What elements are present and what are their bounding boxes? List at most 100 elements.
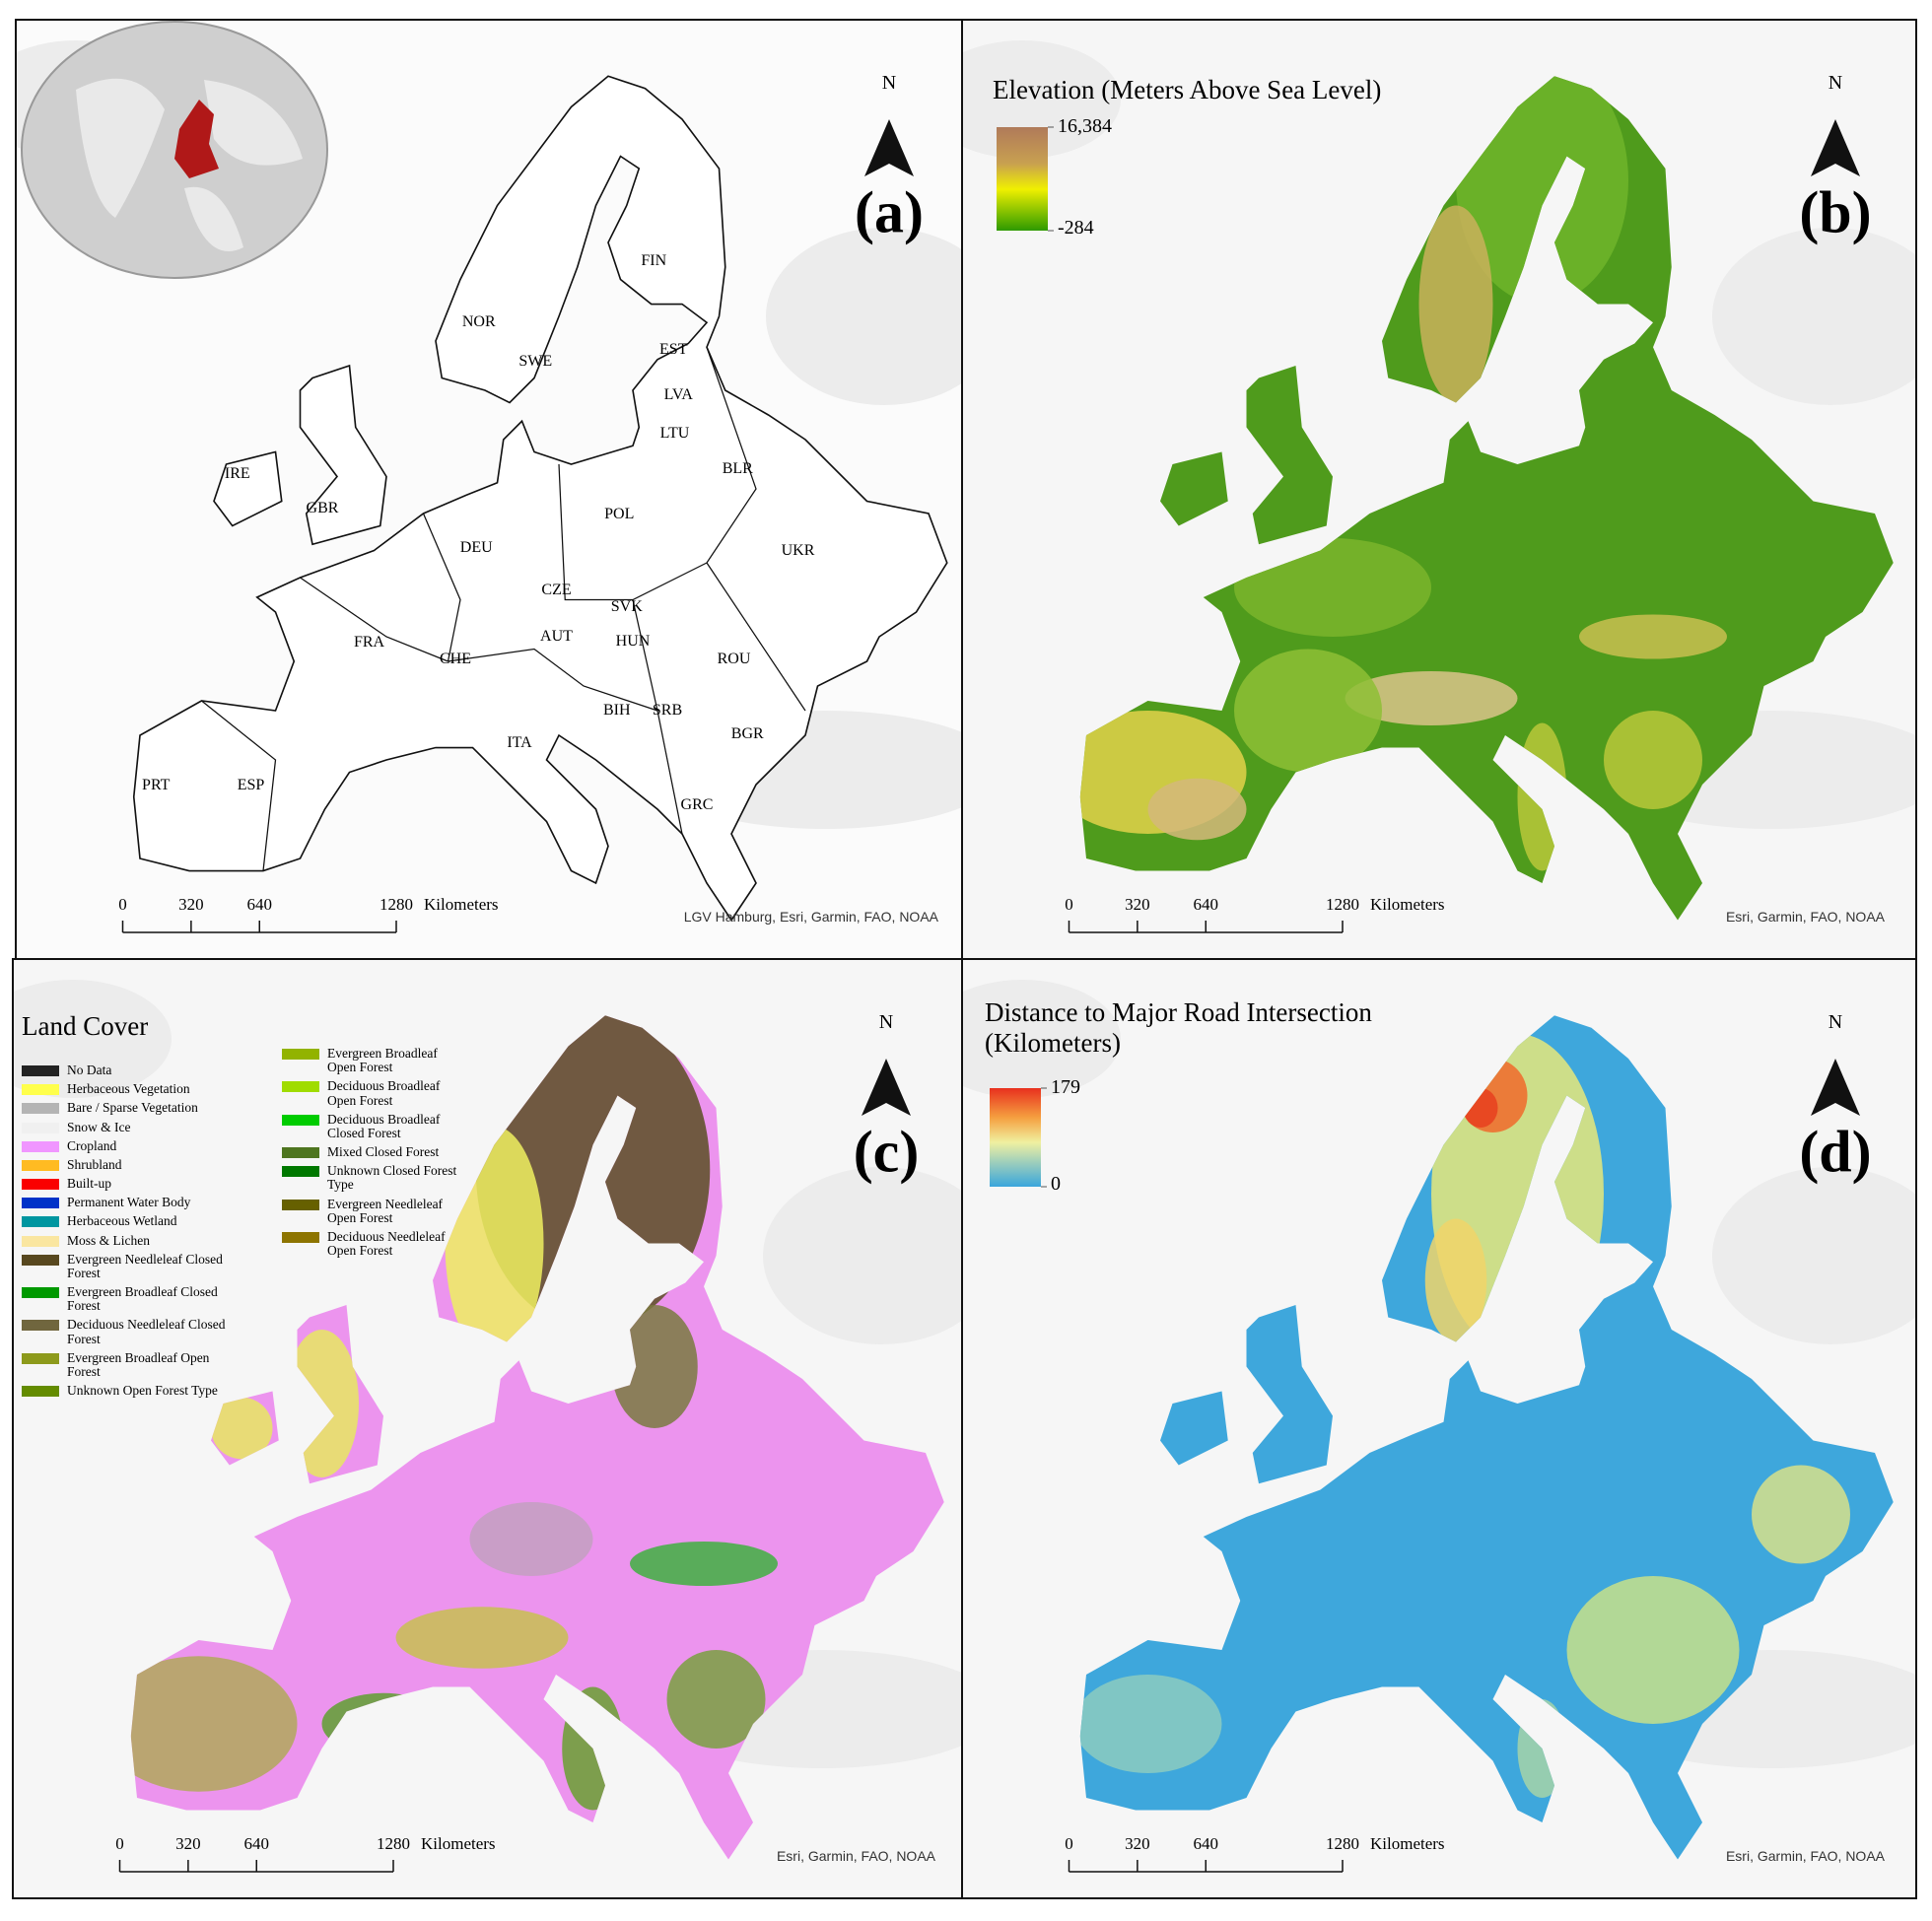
north-arrow [862, 1059, 911, 1116]
legend-swatch [22, 1084, 59, 1096]
north-label: N [1828, 1011, 1843, 1033]
country-label: LTU [659, 424, 690, 442]
legend-item: No Data [22, 1063, 234, 1077]
scale-unit: Kilometers [1370, 1834, 1445, 1853]
globe-europe [174, 100, 219, 178]
legend-label: Evergreen Needleleaf Open Forest [327, 1196, 444, 1225]
legend-item: Built-up [22, 1176, 234, 1191]
map-region [445, 1126, 544, 1361]
legend-label: Bare / Sparse Vegetation [67, 1100, 198, 1116]
country-label: FIN [641, 251, 667, 269]
europe-outline [132, 75, 948, 922]
scale-tick-label: 1280 [380, 895, 413, 914]
legend-swatch [22, 1065, 59, 1076]
country-label: LVA [663, 386, 693, 403]
legend-item: Deciduous Broadleaf Closed Forest [282, 1112, 459, 1140]
country-border [422, 513, 461, 662]
legend-label: Evergreen Broadleaf Open Forest [67, 1349, 210, 1379]
map-region [1517, 722, 1567, 871]
legend-label: Evergreen Broadleaf Open Forest [327, 1046, 438, 1075]
legend-swatch [282, 1166, 319, 1178]
country-label: GBR [306, 500, 339, 516]
legend-swatch [22, 1159, 59, 1171]
country-label: CHE [440, 650, 471, 667]
country-label: NOR [461, 313, 496, 331]
map-region [666, 1650, 766, 1749]
legend-column: No Data Herbaceous Vegetation Bare / Spars… [22, 1063, 234, 1403]
country-border [656, 710, 683, 835]
country-border [706, 347, 757, 564]
scale-tick-label: 1280 [377, 1834, 410, 1853]
legend-item: Herbaceous Vegetation [22, 1081, 234, 1096]
map-region [611, 1305, 698, 1428]
legend-swatch [282, 1199, 319, 1210]
attribution: Esri, Garmin, FAO, NOAA [1725, 1848, 1885, 1864]
legend-label: Cropland [67, 1137, 117, 1153]
legend-min: -284 [1058, 217, 1094, 239]
map-region [395, 1607, 569, 1669]
background-land [1712, 1167, 1915, 1344]
legend-item: Unknown Open Forest Type [22, 1383, 234, 1398]
scale-tick-label: 320 [175, 1834, 201, 1853]
map-region [1566, 1576, 1740, 1724]
legend-max: 16,384 [1058, 115, 1112, 137]
map-region [211, 1397, 273, 1460]
panel-label: (c) [853, 1119, 920, 1185]
color-bar [997, 127, 1048, 231]
legend-item: Evergreen Broadleaf Closed Forest [22, 1284, 234, 1314]
legend-item: Herbaceous Wetland [22, 1214, 234, 1228]
legend-swatch [22, 1122, 59, 1133]
country-label: SRB [652, 702, 683, 719]
legend-swatch [22, 1235, 59, 1247]
north-label: N [1828, 72, 1843, 94]
scale-unit: Kilometers [424, 895, 499, 914]
country-border [632, 599, 658, 712]
map-region [321, 1692, 446, 1755]
legend-swatch [22, 1179, 59, 1191]
map [17, 21, 961, 933]
country-label: GRC [680, 796, 714, 814]
map-region [1752, 1465, 1850, 1564]
scale-tick-label: 320 [1125, 895, 1150, 914]
legend-swatch [282, 1049, 319, 1060]
scale-tick-label: 640 [246, 895, 273, 914]
europe-map [132, 75, 948, 922]
map-region [1234, 538, 1431, 637]
legend-label: Moss & Lichen [67, 1232, 150, 1248]
panel-c: (c) N 0 320 640 1280 Kilometers Esri, Garmin, F… [12, 958, 963, 1899]
legend-item: Deciduous Needleleaf Closed Forest [22, 1318, 234, 1345]
legend-label: Snow & Ice [67, 1119, 131, 1134]
legend-swatch [282, 1114, 319, 1126]
map-region [1418, 205, 1493, 403]
country-label: ROU [717, 650, 751, 667]
map-region [1079, 1675, 1222, 1773]
background-land [963, 980, 1121, 1098]
legend-item: Permanent Water Body [22, 1196, 234, 1209]
scale-tick-label: 0 [115, 1834, 124, 1853]
legend-item: Deciduous Broadleaf Open Forest [282, 1079, 459, 1107]
legend-label: Evergreen Broadleaf Closed Forest [67, 1284, 218, 1314]
north-label: N [881, 72, 897, 94]
country-label: CZE [541, 581, 572, 598]
legend-swatch [22, 1103, 59, 1115]
map [14, 980, 961, 1873]
legend-label: No Data [67, 1063, 112, 1077]
legend-swatch [22, 1386, 59, 1398]
country-border [201, 700, 277, 871]
country-label: ITA [507, 733, 532, 751]
map [963, 40, 1915, 933]
globe-land [76, 78, 303, 251]
legend-item: Evergreen Broadleaf Open Forest [22, 1349, 234, 1379]
north-arrow [1811, 1059, 1860, 1116]
legend-swatch [22, 1216, 59, 1228]
north-arrow [1811, 119, 1860, 176]
legend-swatch [22, 1352, 59, 1364]
scale-tick-label: 640 [1193, 1834, 1219, 1853]
scale-unit: Kilometers [421, 1834, 496, 1853]
country-label: EST [659, 340, 688, 358]
legend-item: Snow & Ice [22, 1119, 234, 1134]
country-border [300, 577, 448, 662]
country-label: SWE [518, 353, 553, 371]
scale-tick-label: 1280 [1326, 1834, 1359, 1853]
legend-item: Bare / Sparse Vegetation [22, 1101, 234, 1115]
